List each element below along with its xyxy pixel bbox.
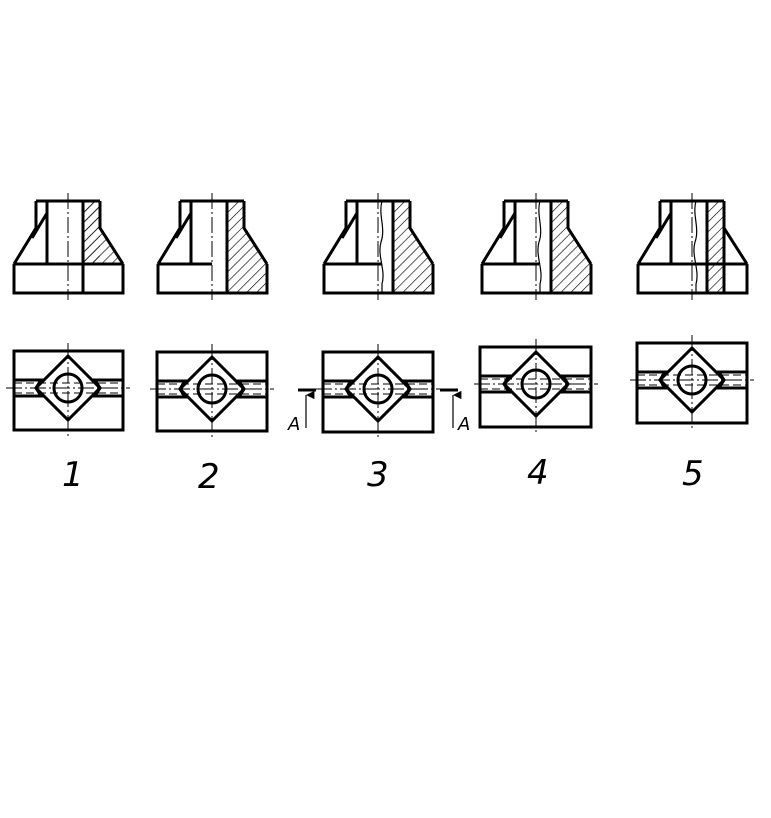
section-label-right: A [457,414,470,435]
front-view-2 [156,193,269,300]
view-label-3: 3 [367,455,389,495]
top-view-5 [630,335,754,430]
top-view-4 [474,339,598,434]
variant-3: A A 3 [287,193,470,495]
variant-1: 1 [6,193,130,495]
front-view-4 [480,193,593,300]
front-view-5 [636,193,749,300]
section-line-a-a [298,388,462,428]
front-view-3 [322,193,435,300]
top-view-3 [316,344,440,439]
view-label-4: 4 [527,453,549,493]
view-label-5: 5 [682,454,704,494]
section-label-left: A [287,414,300,435]
view-label-2: 2 [198,457,220,497]
top-view-2 [150,344,274,438]
variant-4: 4 [474,193,598,493]
view-label-1: 1 [62,455,84,495]
variant-2: 2 [150,193,274,497]
front-view-1 [12,193,125,300]
variant-5: 5 [630,193,754,494]
top-view-1 [6,343,130,437]
